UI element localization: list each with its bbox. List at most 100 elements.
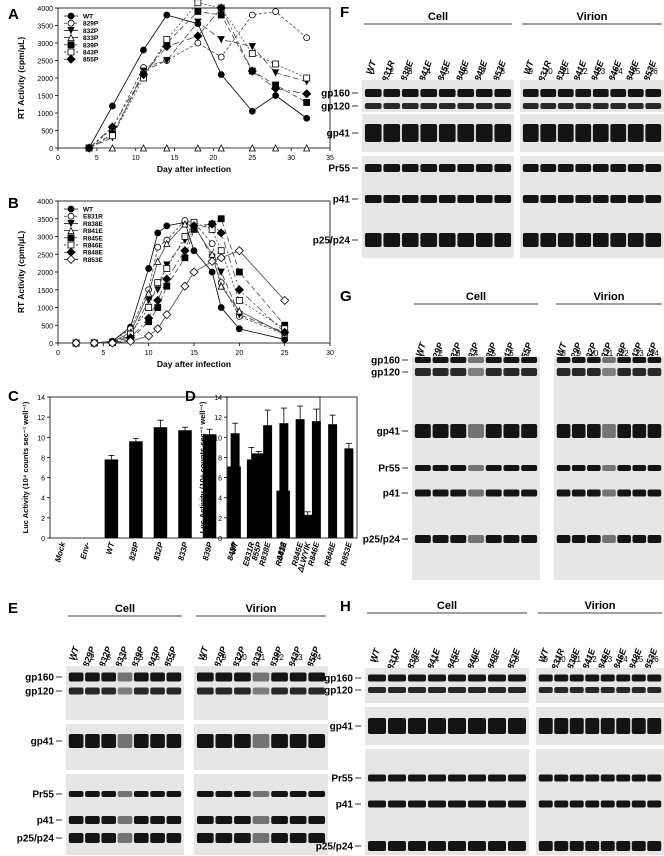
band-gp120 (627, 103, 644, 109)
data-point (217, 53, 225, 61)
band-label: Pr55 (32, 790, 54, 801)
band-p41 (592, 195, 609, 203)
band-gp160 (428, 674, 446, 682)
band-label: p25/p24 (316, 842, 354, 853)
band-p41 (383, 195, 401, 203)
data-point (280, 327, 290, 337)
band-gp41 (556, 424, 571, 438)
band-gp120 (488, 687, 506, 693)
lane-number: 14 (650, 349, 659, 358)
band-gp120 (616, 687, 631, 693)
band-gp41 (196, 734, 214, 748)
band-gp41 (494, 124, 512, 142)
band-pr55 (475, 164, 493, 172)
lane-number: 13 (635, 349, 644, 358)
band-p25-p24 (457, 233, 475, 247)
data-point (216, 253, 226, 263)
band-gp160 (571, 357, 586, 363)
band-gp41 (388, 718, 406, 734)
band-gp120 (571, 368, 586, 376)
band-gp160 (457, 89, 475, 97)
legend-entry: WT (83, 207, 93, 214)
band-gp160 (271, 672, 288, 682)
group-title: Virion (585, 600, 616, 612)
band-gp160 (420, 89, 438, 97)
band-p41 (438, 195, 456, 203)
band-gp160 (234, 672, 251, 682)
band-gp120 (522, 103, 539, 109)
band-gp120 (457, 103, 475, 109)
band-label: gp41 (31, 737, 55, 748)
band-pr55 (575, 164, 592, 172)
bar-r841e (279, 423, 289, 538)
data-point (109, 102, 116, 110)
lane-number: 8 (561, 349, 566, 358)
band-p25-p24 (600, 841, 615, 851)
band-gp41 (627, 124, 644, 142)
band-p25-p24 (196, 833, 214, 843)
legend-entry: R841E (83, 228, 104, 235)
band-gp41 (485, 424, 502, 438)
band-p41 (432, 489, 449, 497)
y-tick-label: 1000 (37, 306, 53, 313)
band-gp41 (408, 718, 426, 734)
band-gp160 (587, 357, 601, 363)
band-gp160 (448, 674, 466, 682)
band-gp120 (554, 687, 569, 693)
legend-entry: 855P (83, 57, 99, 64)
band-gp120 (388, 687, 406, 693)
legend-marker (67, 226, 75, 235)
x-tick-label: 5 (101, 350, 105, 357)
y-tick-label: 12 (214, 415, 222, 422)
band-gp41 (488, 718, 506, 734)
band-pr55 (166, 791, 182, 797)
band-gp160 (508, 674, 526, 682)
legend-entry: 832P (83, 28, 99, 35)
band-gp160 (401, 89, 419, 97)
y-tick-label: 2500 (37, 252, 53, 259)
data-point (248, 144, 256, 152)
band-pr55 (468, 465, 484, 471)
lane-number: 3 (456, 349, 461, 358)
data-point (180, 281, 190, 291)
data-point (163, 144, 171, 152)
lane-number: 14 (614, 67, 623, 76)
data-point (248, 107, 256, 115)
band-gp120 (408, 687, 426, 693)
lane-label: 839P (130, 644, 147, 668)
lane-number: 11 (605, 349, 614, 358)
band-p25-p24 (602, 535, 616, 543)
band-p25-p24 (610, 233, 627, 247)
band-p25-p24 (485, 535, 502, 543)
band-p41 (631, 800, 646, 808)
bar-wt (104, 459, 119, 538)
band-gp160 (494, 89, 512, 97)
data-point (208, 268, 216, 276)
band-gp160 (383, 89, 401, 97)
category-label: WT (228, 540, 240, 555)
legend-marker (67, 205, 75, 213)
band-p25-p24 (571, 535, 586, 543)
band-p25-p24 (494, 233, 512, 247)
band-p41 (85, 816, 100, 824)
legend-entry: R853E (83, 257, 104, 264)
band-p25-p24 (554, 841, 569, 851)
data-point (271, 69, 280, 77)
band-gp160 (585, 674, 600, 682)
data-point (217, 304, 225, 311)
band-pr55 (432, 465, 449, 471)
band-label: Pr55 (331, 774, 353, 785)
lane-number: 7 (172, 653, 177, 662)
y-tick-label: 1500 (37, 94, 53, 101)
band-pr55 (540, 164, 557, 172)
data-point (163, 265, 171, 272)
band-gp120 (521, 368, 538, 376)
x-tick-label: 10 (145, 350, 153, 357)
y-tick-label: 2 (218, 516, 222, 523)
data-point (163, 222, 171, 230)
lane-number: 7 (495, 655, 500, 664)
